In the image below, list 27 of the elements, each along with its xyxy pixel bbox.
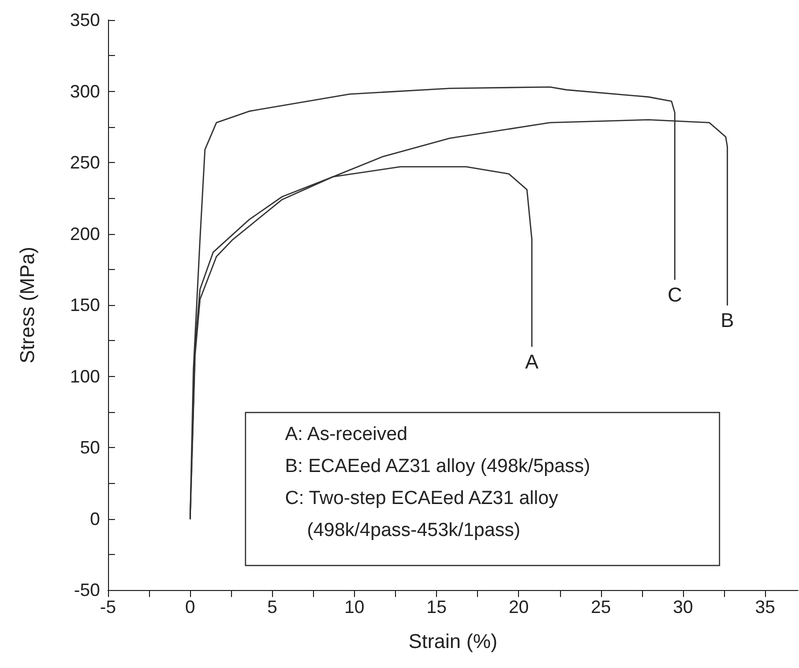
- annotation: B: [720, 310, 734, 332]
- y-tick-label: 300: [70, 81, 100, 102]
- annotation: C: [668, 284, 682, 306]
- y-tick-label: 350: [70, 10, 100, 30]
- y-tick-label: 0: [90, 508, 100, 529]
- x-tick-label: 35: [755, 597, 776, 617]
- y-axis-title: Stress (MPa): [17, 246, 39, 364]
- y-tick-label: 100: [70, 366, 100, 386]
- x-tick-label: 30: [672, 597, 694, 617]
- y-tick-label: 250: [70, 152, 100, 172]
- y-tick-label: -50: [74, 580, 100, 600]
- y-tick-label: 150: [70, 295, 100, 315]
- y-tick-label: 200: [70, 224, 100, 244]
- annotation: (498k/4pass-453k/1pass): [307, 520, 520, 541]
- y-tick-label: 50: [80, 438, 100, 458]
- x-tick-label: 0: [185, 597, 196, 617]
- x-tick-label: 5: [267, 597, 278, 617]
- annotation: B: ECAEed AZ31 alloy (498k/5pass): [285, 456, 590, 477]
- x-tick-label: 10: [344, 597, 364, 617]
- annotation: A: [525, 351, 540, 374]
- x-tick-label: 25: [590, 597, 611, 617]
- x-tick-label: 15: [426, 597, 447, 617]
- x-tick-label: 20: [508, 597, 529, 617]
- annotation: C: Two-step ECAEed AZ31 alloy: [285, 488, 559, 509]
- x-axis-title: Strain (%): [408, 631, 498, 653]
- annotation: A: As-received: [285, 424, 408, 445]
- x-tick-label: -5: [100, 597, 116, 617]
